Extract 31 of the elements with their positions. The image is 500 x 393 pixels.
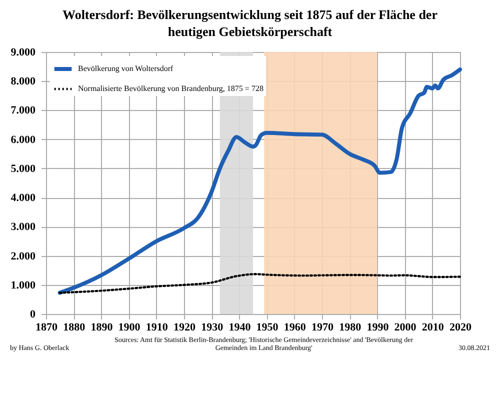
line-series [58,67,462,295]
legend-label: Bevölkerung von Woltersdorf [78,64,174,73]
y-tick-label: 9.000 [10,46,36,58]
x-tick-label: 1970 [312,322,334,334]
x-tick-label: 1880 [63,322,86,334]
y-tick-label: 4.000 [10,192,36,204]
y-tick-label: 5.000 [10,162,36,175]
x-tick-label: 1940 [228,322,252,334]
x-tick-label: 2020 [450,322,472,334]
x-tick-label: 1870 [36,322,58,334]
y-tick-label: 6.000 [10,134,36,146]
x-tick-label: 1890 [90,322,114,334]
x-tick-label: 1950 [256,322,279,334]
x-tick-label: 1990 [366,322,390,334]
x-tick-label: 1980 [339,322,362,334]
y-tick-label: 2.000 [10,250,36,262]
x-tick-label: 2010 [422,322,444,334]
x-tick-label: 1930 [201,322,224,334]
x-tick-label: 2000 [394,322,417,334]
x-tick-label: 1900 [118,322,141,334]
x-tick-label: 1910 [146,322,168,334]
y-tick-label: 7.000 [10,104,36,117]
x-tick-label: 1960 [284,322,306,334]
chart-title: Woltersdorf: Bevölkerungsentwicklung seit 1875 auf der Fläche der heutigen Gebietskörperschaft [62,6,438,40]
line-series [58,273,462,294]
y-tick-label: 1.000 [10,279,36,292]
y-tick-label: 3.000 [10,221,36,234]
legend-label: Normalisierte Bevölkerung von Brandenburg, 1875 = 728 [78,84,264,93]
y-tick-label: 0 [30,308,36,320]
x-tick-label: 1920 [174,322,196,334]
y-tick-label: 8.000 [10,76,36,88]
